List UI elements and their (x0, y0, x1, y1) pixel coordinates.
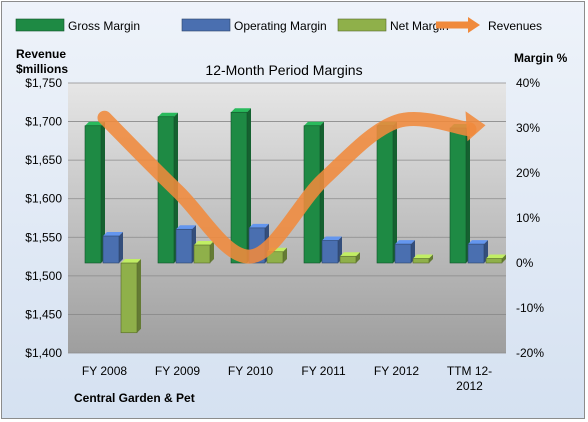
legend-swatch (337, 18, 387, 32)
x-tick-label: FY 2008 (82, 364, 127, 378)
legend-swatch (15, 18, 65, 32)
gross-margin-bar (230, 108, 251, 264)
gross-margin-bar (376, 121, 397, 264)
x-tick-label: FY 2011 (301, 364, 346, 378)
legend-item: Operating Margin (181, 18, 327, 33)
x-axis-ticks: FY 2008 FY 2009 FY 2010 FY 2011 FY 2012 TTM 1… (82, 364, 492, 393)
right-tick-label: 10% (516, 211, 540, 225)
x-tick-label: FY 2009 (155, 364, 200, 378)
right-tick-label: 20% (516, 166, 540, 180)
revenue-arrowhead (465, 111, 486, 142)
legend-label: Revenues (488, 19, 542, 33)
legend-arrow (468, 17, 480, 33)
operating-margin-bar (175, 225, 196, 264)
net-margin-bar (485, 254, 506, 264)
operating-margin-bar (467, 240, 488, 264)
legend-label: Net Margin (390, 19, 449, 33)
x-tick-label: FY 2012 (374, 364, 419, 378)
right-axis-label: Margin % (514, 51, 568, 65)
legend-swatch (181, 18, 231, 32)
net-margin-bar (120, 259, 141, 334)
operating-margin-bar (102, 232, 123, 264)
left-tick-label: $1,450 (25, 307, 62, 321)
net-margin-bar (412, 254, 433, 264)
right-axis-ticks: -20% -10% 0% 10% 20% 30% 40% (516, 76, 544, 360)
operating-margin-bar (394, 240, 415, 264)
left-axis-unit-label: $millions (16, 62, 68, 76)
legend-label: Operating Margin (234, 19, 327, 33)
legend-label: Gross Margin (68, 19, 140, 33)
legend-item: Net Margin (337, 18, 449, 33)
left-tick-label: $1,400 (25, 346, 62, 360)
net-margin-bar (339, 252, 360, 264)
left-tick-label: $1,750 (25, 76, 62, 90)
left-tick-label: $1,550 (25, 230, 62, 244)
left-tick-label: $1,500 (25, 269, 62, 283)
net-margin-bar (193, 241, 214, 264)
right-tick-label: 40% (516, 76, 540, 90)
company-label: Central Garden & Pet (74, 391, 195, 405)
left-axis-label: Revenue (16, 47, 66, 61)
left-tick-label: $1,700 (25, 115, 62, 129)
operating-margin-bar (321, 236, 342, 264)
x-tick-label: TTM 12-2012 (447, 364, 492, 393)
legend: Gross Margin Operating Margin Net Margin Re… (15, 17, 542, 33)
right-tick-label: -10% (516, 301, 544, 315)
legend-item: Revenues (436, 17, 542, 33)
revenue-line-path (97, 110, 477, 264)
gross-margin-bar (84, 121, 105, 264)
left-tick-label: $1,600 (25, 192, 62, 206)
revenue-line (97, 110, 486, 264)
x-tick-label: FY 2010 (228, 364, 273, 378)
left-tick-label: $1,650 (25, 153, 62, 167)
right-tick-label: -20% (516, 346, 544, 360)
right-tick-label: 30% (516, 121, 540, 135)
chart-title: 12-Month Period Margins (205, 62, 362, 78)
right-tick-label: 0% (516, 256, 534, 270)
gross-margin-bar (449, 124, 470, 264)
left-axis-ticks: $1,400 $1,450 $1,500 $1,550 $1,600 $1,650 $1,7… (25, 76, 62, 360)
legend-item: Gross Margin (15, 18, 140, 33)
